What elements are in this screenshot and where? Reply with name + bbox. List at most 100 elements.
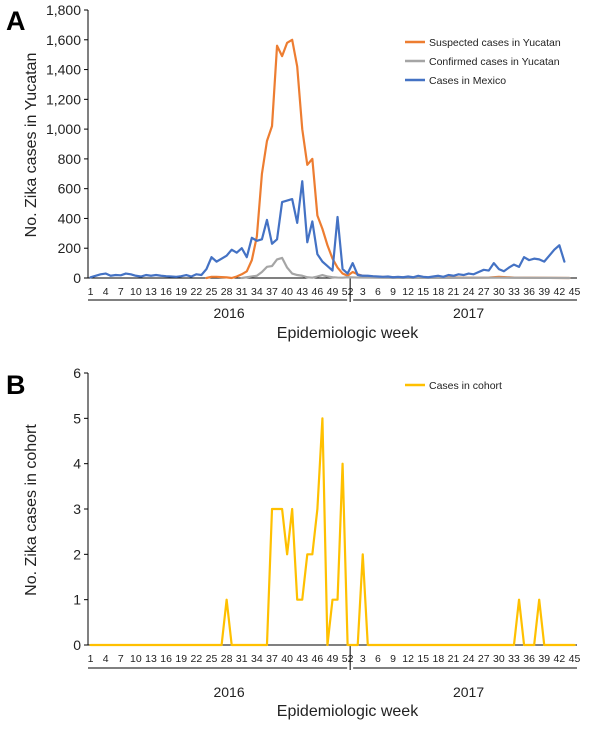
x-axis-title: Epidemiologic week — [277, 703, 419, 720]
x-tick-label: 7 — [118, 286, 124, 298]
y-tick-label: 2 — [73, 546, 81, 562]
x-tick-label: 28 — [221, 286, 233, 298]
year-label-2016: 2016 — [213, 305, 244, 321]
y-tick-label: 1,400 — [46, 62, 81, 78]
x-tick-label: 15 — [417, 653, 429, 665]
x-tick-label: 19 — [175, 653, 187, 665]
x-tick-label: 21 — [448, 653, 460, 665]
y-tick-label: 6 — [73, 365, 81, 381]
x-tick-label: 24 — [463, 286, 475, 298]
x-tick-label: 6 — [375, 286, 381, 298]
series-line-cases-in-cohort — [89, 417, 576, 647]
x-tick-label: 46 — [312, 653, 324, 665]
y-tick-label: 0 — [73, 270, 81, 286]
x-tick-label: 9 — [390, 286, 396, 298]
x-tick-label: 42 — [554, 286, 566, 298]
x-tick-label: 27 — [478, 286, 490, 298]
legend-label: Cases in cohort — [429, 380, 502, 392]
y-tick-label: 4 — [73, 456, 81, 472]
x-tick-label: 9 — [390, 653, 396, 665]
x-tick-label: 34 — [251, 286, 263, 298]
x-tick-label: 30 — [493, 286, 505, 298]
x-tick-label: 13 — [145, 286, 157, 298]
x-tick-label: 33 — [508, 286, 520, 298]
x-tick-label: 22 — [191, 286, 203, 298]
x-tick-label: 4 — [103, 653, 109, 665]
x-tick-label: 37 — [266, 653, 278, 665]
x-tick-label: 18 — [433, 653, 445, 665]
x-tick-label: 40 — [281, 286, 293, 298]
x-tick-label: 31 — [236, 286, 248, 298]
x-tick-label: 46 — [312, 286, 324, 298]
x-tick-label: 43 — [296, 286, 308, 298]
x-tick-label: 1 — [88, 653, 94, 665]
year-label-2017: 2017 — [453, 684, 484, 700]
x-tick-label: 36 — [523, 286, 535, 298]
series-line-confirmed-cases-in-yucatan — [240, 256, 571, 280]
y-tick-label: 800 — [58, 151, 82, 167]
x-tick-label: 6 — [375, 653, 381, 665]
x-tick-label: 33 — [508, 653, 520, 665]
x-tick-label: 13 — [145, 653, 157, 665]
x-tick-label: 43 — [296, 653, 308, 665]
x-tick-label: 12 — [402, 286, 414, 298]
series-line-cases-in-mexico — [89, 180, 566, 279]
x-tick-label: 45 — [569, 286, 581, 298]
x-tick-label: 39 — [538, 286, 550, 298]
y-tick-label: 1,800 — [46, 2, 81, 18]
x-tick-label: 15 — [417, 286, 429, 298]
x-tick-label: 4 — [103, 286, 109, 298]
legend-label: Confirmed cases in Yucatan — [429, 56, 560, 68]
y-tick-label: 1,200 — [46, 91, 81, 107]
x-tick-label: 52 — [342, 286, 354, 298]
x-tick-label: 24 — [463, 653, 475, 665]
x-tick-label: 31 — [236, 653, 248, 665]
x-tick-label: 19 — [175, 286, 187, 298]
panel-letter: B — [6, 370, 26, 400]
x-tick-label: 39 — [538, 653, 550, 665]
x-tick-label: 18 — [433, 286, 445, 298]
y-tick-label: 5 — [73, 410, 81, 426]
x-tick-label: 16 — [160, 653, 172, 665]
y-axis-title: No. Zika cases in Yucatan — [23, 53, 40, 238]
x-tick-label: 21 — [448, 286, 460, 298]
x-axis-title: Epidemiologic week — [277, 325, 419, 342]
year-label-2016: 2016 — [213, 684, 244, 700]
x-tick-label: 25 — [206, 286, 218, 298]
x-tick-label: 10 — [130, 653, 142, 665]
y-tick-label: 1,000 — [46, 121, 81, 137]
legend-label: Cases in Mexico — [429, 75, 506, 87]
x-tick-label: 30 — [493, 653, 505, 665]
x-tick-label: 27 — [478, 653, 490, 665]
x-tick-label: 45 — [569, 653, 581, 665]
x-tick-label: 34 — [251, 653, 263, 665]
y-tick-label: 3 — [73, 501, 81, 517]
x-tick-label: 3 — [360, 653, 366, 665]
x-tick-label: 49 — [327, 286, 339, 298]
x-tick-label: 22 — [191, 653, 203, 665]
y-tick-label: 1,600 — [46, 32, 81, 48]
x-tick-label: 25 — [206, 653, 218, 665]
y-axis-title: No. Zika cases in cohort — [23, 424, 40, 596]
y-tick-label: 400 — [58, 210, 82, 226]
y-tick-label: 600 — [58, 181, 82, 197]
x-tick-label: 3 — [360, 286, 366, 298]
panel-letter: A — [6, 6, 26, 36]
x-tick-label: 49 — [327, 653, 339, 665]
x-tick-label: 1 — [88, 286, 94, 298]
x-tick-label: 7 — [118, 653, 124, 665]
x-tick-label: 42 — [554, 653, 566, 665]
x-tick-label: 10 — [130, 286, 142, 298]
x-tick-label: 36 — [523, 653, 535, 665]
y-tick-label: 200 — [58, 240, 82, 256]
panel-a: A 0 200 400 600 800 1,000 1,200 1,400 1,600 1,800 1… — [6, 2, 580, 342]
x-tick-label: 28 — [221, 653, 233, 665]
x-tick-label: 16 — [160, 286, 172, 298]
y-tick-label: 0 — [73, 637, 81, 653]
legend-label: Suspected cases in Yucatan — [429, 37, 561, 49]
x-tick-label: 12 — [402, 653, 414, 665]
series-line-suspected-cases-in-yucatan — [205, 38, 571, 280]
x-tick-label: 52 — [342, 653, 354, 665]
